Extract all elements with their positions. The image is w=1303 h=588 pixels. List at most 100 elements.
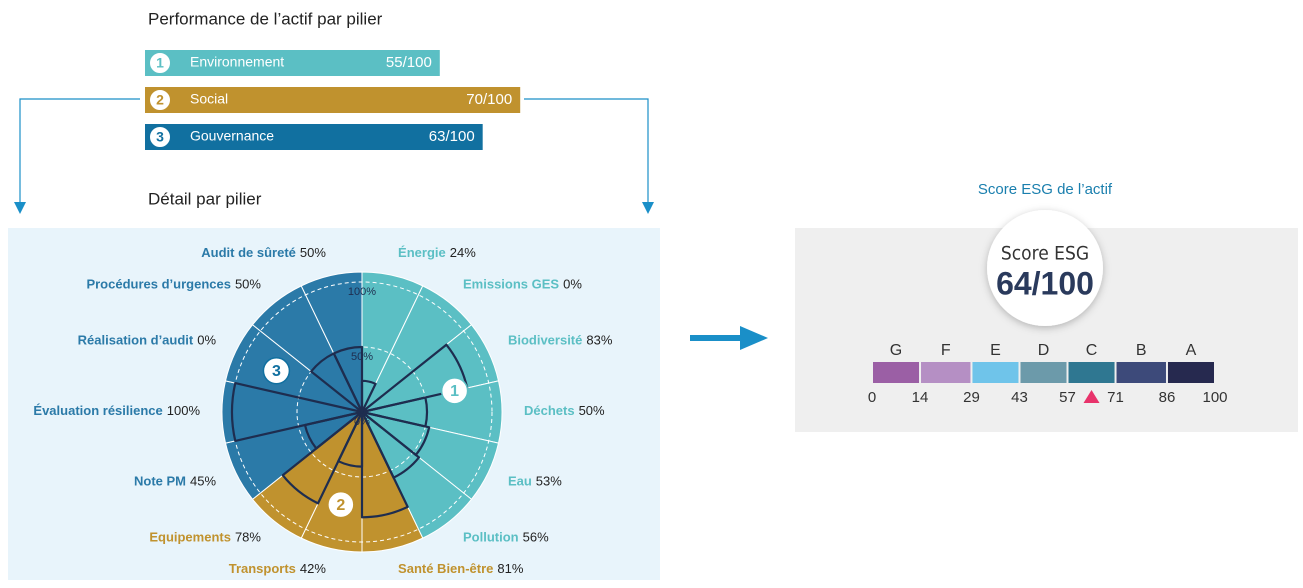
connector xyxy=(524,98,654,214)
grade-box xyxy=(1068,362,1115,383)
sector-label: Eau 53% xyxy=(508,474,562,489)
scale-tick-label: 29 xyxy=(963,389,980,406)
scale-tick-label: 57 xyxy=(1059,389,1076,406)
connector xyxy=(14,98,140,214)
grade-letter: G xyxy=(890,342,902,359)
sector-value xyxy=(360,410,409,519)
r-tick-label: 0% xyxy=(354,416,370,428)
scale-tick-label: 86 xyxy=(1159,389,1176,406)
pillar-bar xyxy=(145,87,521,113)
grade-box xyxy=(1020,362,1067,383)
pillar-name: Gouvernance xyxy=(190,128,274,144)
sector-label: Évaluation résilience 100% xyxy=(33,403,200,418)
score-circle xyxy=(987,210,1103,326)
title: Performance de l’actif par pilier xyxy=(148,9,383,28)
pillar-bar xyxy=(145,50,440,76)
grade-box xyxy=(972,362,1019,383)
sector-value xyxy=(281,410,364,505)
category-value: 53% xyxy=(536,474,562,489)
sector-label: Biodiversité 83% xyxy=(508,333,613,348)
sector-label: Equipements 78% xyxy=(149,530,261,545)
sector-label: Santé Bien-être 81% xyxy=(398,561,524,576)
pillar-score: 55/100 xyxy=(386,54,432,71)
category-value: 78% xyxy=(235,530,261,545)
sector-label: Pollution 56% xyxy=(463,530,549,545)
sector-label: Procédures d’urgences 50% xyxy=(86,277,261,292)
category-name: Audit de sûreté xyxy=(201,245,296,260)
category-name: Évaluation résilience xyxy=(33,403,162,418)
pillar-badge xyxy=(262,357,291,385)
sector-label: Emissions GES 0% xyxy=(463,277,582,292)
pillar-number: 1 xyxy=(450,383,459,400)
r-tick-label: 50% xyxy=(351,351,373,363)
category-value: 42% xyxy=(300,561,326,576)
sector-label: Transports 42% xyxy=(229,561,327,576)
category-value: 50% xyxy=(579,403,605,418)
grade-box xyxy=(1167,362,1214,383)
polar-chart: Énergie 24% Emissions GES 0% Biodiversité 83%… xyxy=(33,245,612,576)
score-label: Score ESG xyxy=(1001,243,1089,265)
category-value: 45% xyxy=(190,474,216,489)
grade-box xyxy=(1116,362,1166,383)
grade-letter: C xyxy=(1086,342,1098,359)
pillar-number: 2 xyxy=(156,92,164,108)
detail-title: Détail par pilier xyxy=(148,189,262,208)
sector-label: Déchets 50% xyxy=(524,403,605,418)
pillar-score: 63/100 xyxy=(429,128,475,145)
pillar-bar xyxy=(145,124,483,150)
category-value: 24% xyxy=(450,245,476,260)
pillar-number: 3 xyxy=(156,129,164,145)
sector-value xyxy=(230,381,364,443)
category-value: 81% xyxy=(497,561,523,576)
category-name: Note PM xyxy=(134,474,186,489)
category-name: Réalisation d’audit xyxy=(78,333,194,348)
sector-label: Audit de sûreté 50% xyxy=(201,245,326,260)
category-name: Equipements xyxy=(149,530,231,545)
big-arrow xyxy=(690,326,768,350)
category-value: 100% xyxy=(167,403,201,418)
category-value: 50% xyxy=(300,245,326,260)
score-marker xyxy=(1083,390,1100,403)
category-value: 0% xyxy=(563,277,582,292)
category-name: Eau xyxy=(508,474,532,489)
grade-letter: E xyxy=(990,342,1001,359)
category-name: Biodiversité xyxy=(508,333,582,348)
pillar-number: 2 xyxy=(336,497,345,514)
category-name: Emissions GES xyxy=(463,277,559,292)
pillar-number: 3 xyxy=(272,363,281,380)
pillar-name: Environnement xyxy=(190,54,284,70)
pillar-badge xyxy=(148,88,172,112)
pillar-number: 1 xyxy=(156,55,164,71)
sector-bg xyxy=(300,271,363,413)
category-name: Pollution xyxy=(463,530,519,545)
pillar-badge xyxy=(327,490,355,519)
scale-tick-label: 71 xyxy=(1107,389,1124,406)
sector-label: Note PM 45% xyxy=(134,474,216,489)
grade-box xyxy=(921,362,971,383)
category-value: 0% xyxy=(197,333,216,348)
pillar-badge xyxy=(440,377,469,405)
score-value: 64/100 xyxy=(996,265,1094,301)
category-value: 56% xyxy=(523,530,549,545)
category-name: Transports xyxy=(229,561,296,576)
sector-label: Énergie 24% xyxy=(398,245,476,260)
pillar-badge xyxy=(148,51,172,75)
category-value: 83% xyxy=(586,333,612,348)
grade-letter: A xyxy=(1186,342,1197,359)
scale-tick-label: 100 xyxy=(1202,389,1227,406)
category-name: Santé Bien-être xyxy=(398,561,493,576)
sector-label: Réalisation d’audit 0% xyxy=(78,333,217,348)
scale-tick-label: 0 xyxy=(868,389,876,406)
grade-letter: B xyxy=(1136,342,1147,359)
sector-value xyxy=(332,345,364,414)
pillar-badge xyxy=(148,125,172,149)
category-name: Procédures d’urgences xyxy=(86,277,231,292)
score-title: Score ESG de l’actif xyxy=(978,181,1113,198)
r-tick-label: 100% xyxy=(348,286,376,298)
pillar-score: 70/100 xyxy=(466,91,512,108)
pillar-name: Social xyxy=(190,91,228,107)
category-name: Déchets xyxy=(524,403,575,418)
grade-letter: D xyxy=(1038,342,1050,359)
category-value: 50% xyxy=(235,277,261,292)
